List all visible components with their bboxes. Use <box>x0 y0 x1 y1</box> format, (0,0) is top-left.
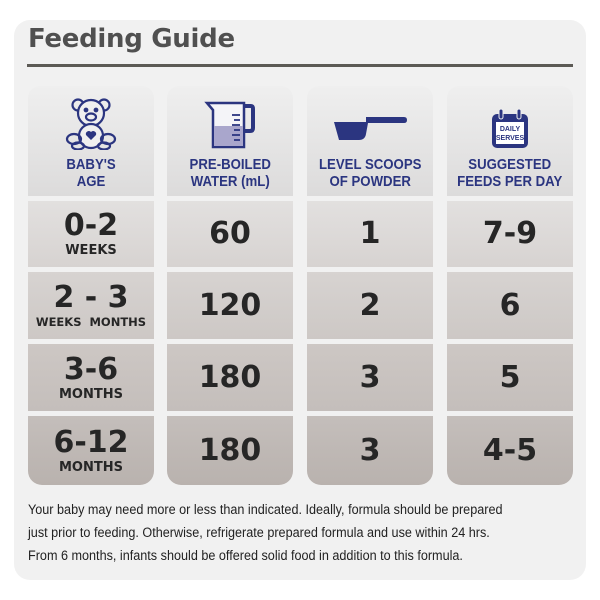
scoops-cell: 1 <box>307 201 433 267</box>
header-babys-age: BABY'S AGE <box>28 86 154 196</box>
scoops-cell: 3 <box>307 416 433 485</box>
measuring-jug-icon <box>204 92 256 150</box>
water-cell: 120 <box>167 272 293 339</box>
water-cell: 60 <box>167 201 293 267</box>
feeds-cell: 6 <box>447 272 573 339</box>
title-divider <box>27 64 573 67</box>
header-label: SUGGESTED FEEDS PER DAY <box>457 156 563 190</box>
svg-text:DAILY: DAILY <box>500 126 521 133</box>
feeds-cell: 4-5 <box>447 416 573 485</box>
footer-note: Your baby may need more or less than ind… <box>28 502 503 564</box>
water-cell: 180 <box>167 344 293 411</box>
scoops-cell: 2 <box>307 272 433 339</box>
age-cell: 0-2 WEEKS <box>28 201 154 267</box>
calendar-icon: DAILY SERVES <box>490 92 530 150</box>
age-cell: 6-12 MONTHS <box>28 416 154 485</box>
header-level-scoops: LEVEL SCOOPS OF POWDER <box>307 86 433 196</box>
water-cell: 180 <box>167 416 293 485</box>
header-pre-boiled-water: PRE-BOILED WATER (mL) <box>167 86 293 196</box>
scoop-icon <box>333 92 407 150</box>
age-cell: 3-6 MONTHS <box>28 344 154 411</box>
feeds-cell: 5 <box>447 344 573 411</box>
scoops-cell: 3 <box>307 344 433 411</box>
page-title: Feeding Guide <box>28 24 235 54</box>
header-label: PRE-BOILED WATER (mL) <box>189 156 271 190</box>
svg-text:SERVES: SERVES <box>496 135 525 142</box>
teddy-bear-icon <box>65 92 117 150</box>
header-label: BABY'S AGE <box>66 156 116 190</box>
header-label: LEVEL SCOOPS OF POWDER <box>318 156 422 190</box>
header-suggested-feeds: DAILY SERVES SUGGESTED FEEDS PER DAY <box>447 86 573 196</box>
feeds-cell: 7-9 <box>447 201 573 267</box>
age-cell: 2 - 3 WEEKS MONTHS <box>28 272 154 339</box>
